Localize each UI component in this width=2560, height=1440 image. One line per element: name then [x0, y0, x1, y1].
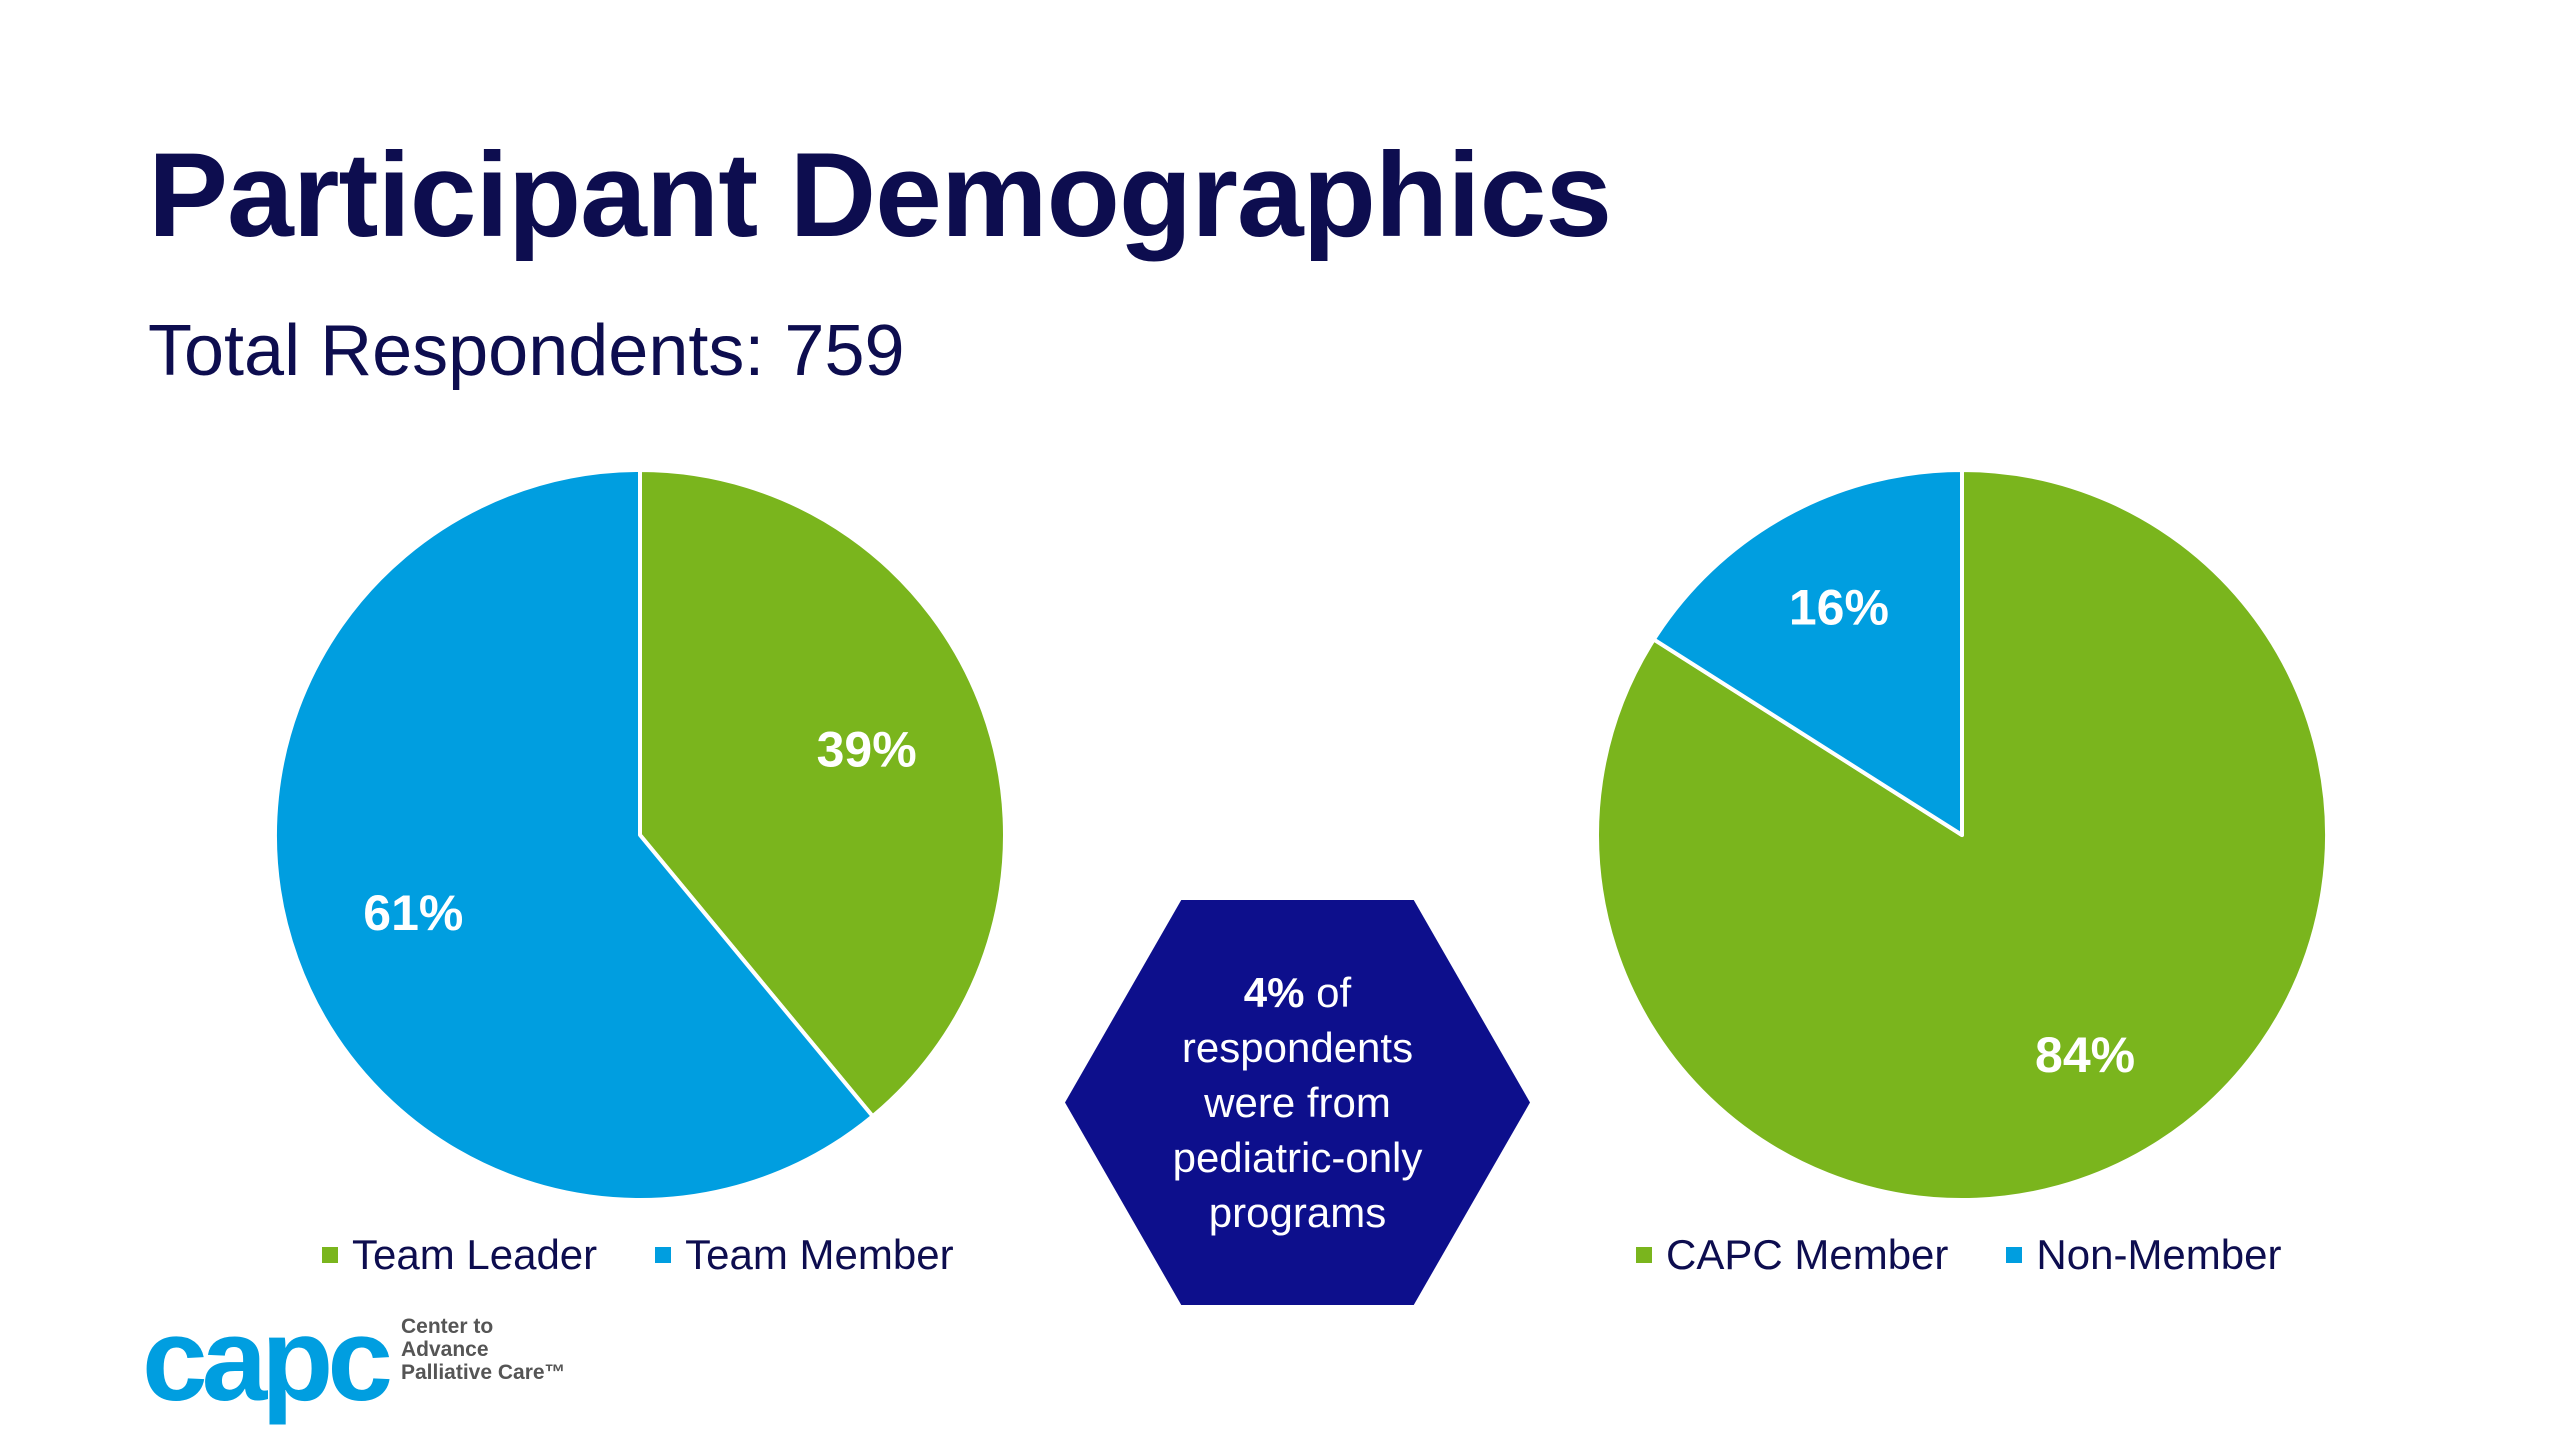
pie-slice-team-leader: [638, 468, 1007, 1119]
logo-tagline-2: Advance: [400, 1337, 489, 1361]
legend-membership: CAPC Member Non-Member: [1636, 1225, 2281, 1285]
legend-label-team-member: Team Member: [685, 1231, 954, 1278]
pie-slice-capc-member: [1595, 468, 2329, 1202]
legend-label-non-member: Non-Member: [2036, 1231, 2282, 1278]
logo-tagline-1: Center to: [400, 1314, 494, 1338]
pie-label-team-leader: 39%: [817, 722, 917, 778]
pie-label-capc-member: 84%: [2035, 1027, 2135, 1083]
total-respondents: Total Respondents: 759: [148, 311, 905, 391]
pie-label-team-member: 61%: [363, 885, 463, 941]
logo-wordmark: capc: [142, 1294, 393, 1426]
pie-slice-non-member: [1651, 468, 1964, 837]
page-title: Participant Demographics: [148, 128, 1612, 262]
callout-line2: respondents: [1181, 1024, 1414, 1071]
callout-line5: programs: [1208, 1189, 1387, 1236]
pediatric-callout-hexagon: 4% of respondents were from pediatric-on…: [1065, 900, 1530, 1305]
legend-role: Team Leader Team Member: [322, 1225, 954, 1285]
logo-tagline-3: Palliative Care™: [400, 1360, 566, 1384]
callout-line3: were from: [1204, 1079, 1391, 1126]
legend-swatch-team-member: [655, 1247, 672, 1263]
pie-label-non-member: 16%: [1789, 579, 1889, 635]
pie-slice-team-member: [273, 468, 875, 1202]
legend-label-capc-member: CAPC Member: [1666, 1231, 1949, 1278]
legend-item-team-member: Team Member: [655, 1231, 954, 1279]
legend-swatch-team-leader: [322, 1247, 338, 1263]
legend-label-team-leader: Team Leader: [352, 1231, 598, 1278]
callout-line1-rest: of: [1304, 969, 1352, 1016]
legend-item-capc-member: CAPC Member: [1636, 1231, 1948, 1279]
pie-chart-membership: 84% 16%: [1595, 468, 2329, 1202]
pie-chart-role: 39% 61%: [273, 468, 1007, 1202]
pediatric-callout-text: 4% of respondents were from pediatric-on…: [1148, 965, 1448, 1240]
callout-highlight: 4%: [1243, 969, 1305, 1016]
legend-item-non-member: Non-Member: [2006, 1231, 2281, 1279]
legend-swatch-non-member: [2006, 1247, 2023, 1263]
legend-item-team-leader: Team Leader: [322, 1231, 597, 1279]
logo-tagline: Center to Advance Palliative Care™: [401, 1315, 566, 1384]
capc-logo: capc Center to Advance Palliative Care™: [142, 1301, 566, 1419]
legend-swatch-capc-member: [1636, 1247, 1652, 1263]
callout-line4: pediatric-only: [1172, 1134, 1423, 1181]
